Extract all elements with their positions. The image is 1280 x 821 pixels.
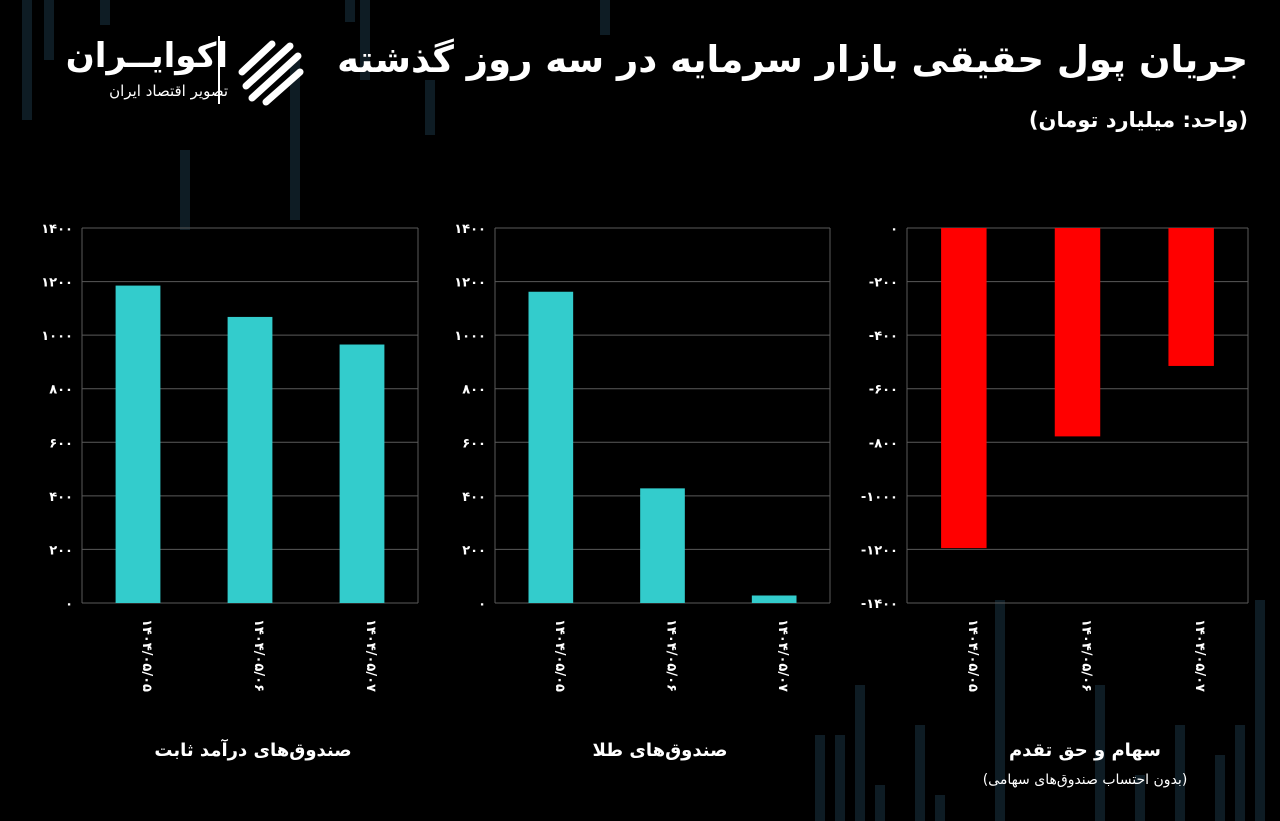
x-tick-label: ۱۴۰۴/۰۵/۰۷ [363,619,378,692]
background-candle [1135,775,1145,821]
chart-note: (بدون احتساب صندوق‌های سهامی) [983,772,1188,788]
y-tick-label: ۸۰۰ [462,383,486,398]
chart-panel-2: ۰ ۲۰۰ ۴۰۰ ۶۰۰ ۸۰۰ ۱۰۰۰ ۱۲۰۰ ۱۴۰۰ ۱۴۰۴/۰۵/۰۵ ۱۴۰۴/… [454,222,831,761]
background-candle [22,0,32,120]
y-tick-label: -۱۲۰۰ [861,543,898,558]
background-candle [855,685,865,821]
y-tick-label: ۱۴۰۰ [41,222,73,237]
y-tick-label: -۱۴۰۰ [861,597,898,612]
x-tick-label: ۱۴۰۴/۰۵/۰۷ [775,619,790,692]
bar [1054,228,1101,437]
y-tick-label: ۰ [890,222,898,237]
logo-divider [218,36,220,104]
unit-label: (واحد: میلیارد تومان) [1028,108,1248,132]
background-candle [360,0,370,80]
page-title: جریان پول حقیقی بازار سرمایه در سه روز گ… [337,38,1248,81]
logo-tagline: تصویر اقتصاد ایران [109,82,228,100]
y-tick-label: ۰ [65,597,73,612]
y-tick-label: ۰ [478,597,486,612]
y-tick-label: -۱۰۰۰ [861,490,898,505]
bar [751,595,797,603]
y-tick-label: -۶۰۰ [869,383,898,398]
background-candle [425,80,435,135]
y-tick-label: -۲۰۰ [869,276,898,291]
y-tick-label: ۴۰۰ [462,490,486,505]
background-candle [180,150,190,230]
y-tick-label: ۸۰۰ [49,383,73,398]
chart-title: سهام و حق تقدم [1009,740,1161,761]
background-candle [100,0,110,25]
background-candle [915,725,925,821]
background-candle [1095,685,1105,821]
x-tick-label: ۱۴۰۴/۰۵/۰۵ [552,619,567,692]
background-candle [815,735,825,821]
y-tick-label: -۴۰۰ [869,329,898,344]
y-tick-label: ۱۲۰۰ [454,276,486,291]
y-tick-label: ۶۰۰ [462,436,486,451]
background-candle [1175,725,1185,821]
x-tick-label: ۱۴۰۴/۰۵/۰۷ [1192,619,1207,692]
y-tick-label: ۱۰۰۰ [41,329,73,344]
bar [528,291,574,603]
background-candle [1255,600,1265,821]
background-candle [935,795,945,821]
y-tick-label: ۴۰۰ [49,490,73,505]
background-candle [600,0,610,35]
logo-name: اکوایــران [65,36,228,76]
background-candle [875,785,885,821]
x-tick-label: ۱۴۰۴/۰۵/۰۶ [1079,619,1094,692]
x-tick-label: ۱۴۰۴/۰۵/۰۵ [965,619,980,692]
y-tick-label: ۲۰۰ [49,543,73,558]
chart-title: صندوق‌های درآمد ثابت [154,738,351,761]
bar [115,285,161,603]
bar [227,316,273,603]
y-tick-label: ۶۰۰ [49,436,73,451]
y-tick-label: -۸۰۰ [869,436,898,451]
x-tick-label: ۱۴۰۴/۰۵/۰۶ [664,619,679,692]
brand-logo: اکوایــران تصویر اقتصاد ایران [50,34,310,109]
background-candle [1235,725,1245,821]
bar [941,228,987,549]
background-candle [835,735,845,821]
x-tick-label: ۱۴۰۴/۰۵/۰۵ [139,619,154,692]
background-candle [995,600,1005,821]
bar [339,344,385,603]
background-candle [345,0,355,22]
bar [640,488,685,603]
chart-panel-1: ۰ ۲۰۰ ۴۰۰ ۶۰۰ ۸۰۰ ۱۰۰۰ ۱۲۰۰ ۱۴۰۰ ۱۴۰۴/۰۵/۰۵ ۱۴۰۴/… [41,222,419,761]
background-candle [1215,755,1225,821]
logo-mark-icon [238,40,304,106]
y-tick-label: ۱۰۰۰ [454,329,486,344]
background-candle [44,0,54,60]
background-candle [290,60,300,220]
y-tick-label: ۲۰۰ [462,543,486,558]
bar [1168,228,1214,366]
chart-title: صندوق‌های طلا [592,740,727,761]
y-tick-label: ۱۲۰۰ [41,276,73,291]
x-tick-label: ۱۴۰۴/۰۵/۰۶ [251,619,266,692]
y-tick-label: ۱۴۰۰ [454,222,486,237]
chart-panel-3: ۰ -۲۰۰ -۴۰۰ -۶۰۰ -۸۰۰ -۱۰۰۰ -۱۲۰۰ -۱۴۰۰ ۱۴۰۴/۰۵/… [861,222,1249,788]
